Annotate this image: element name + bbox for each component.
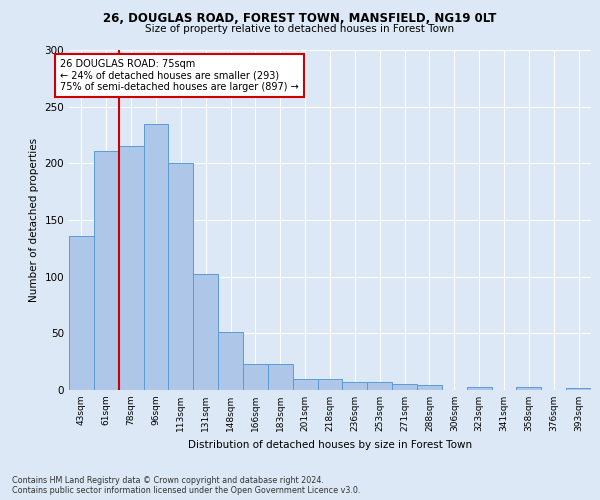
- Text: Contains HM Land Registry data © Crown copyright and database right 2024.
Contai: Contains HM Land Registry data © Crown c…: [12, 476, 361, 495]
- Bar: [417, 386, 442, 390]
- Bar: [243, 364, 268, 390]
- Text: Size of property relative to detached houses in Forest Town: Size of property relative to detached ho…: [145, 24, 455, 34]
- Bar: [268, 364, 293, 390]
- Bar: [143, 124, 169, 390]
- Bar: [367, 382, 392, 390]
- Text: 26 DOUGLAS ROAD: 75sqm
← 24% of detached houses are smaller (293)
75% of semi-de: 26 DOUGLAS ROAD: 75sqm ← 24% of detached…: [60, 59, 299, 92]
- Bar: [69, 236, 94, 390]
- Text: 26, DOUGLAS ROAD, FOREST TOWN, MANSFIELD, NG19 0LT: 26, DOUGLAS ROAD, FOREST TOWN, MANSFIELD…: [103, 12, 497, 26]
- Bar: [317, 378, 343, 390]
- Bar: [293, 378, 317, 390]
- Bar: [119, 146, 143, 390]
- Bar: [169, 164, 193, 390]
- X-axis label: Distribution of detached houses by size in Forest Town: Distribution of detached houses by size …: [188, 440, 472, 450]
- Bar: [94, 151, 119, 390]
- Bar: [392, 384, 417, 390]
- Bar: [517, 386, 541, 390]
- Bar: [467, 386, 491, 390]
- Y-axis label: Number of detached properties: Number of detached properties: [29, 138, 39, 302]
- Bar: [343, 382, 367, 390]
- Bar: [566, 388, 591, 390]
- Bar: [218, 332, 243, 390]
- Bar: [193, 274, 218, 390]
